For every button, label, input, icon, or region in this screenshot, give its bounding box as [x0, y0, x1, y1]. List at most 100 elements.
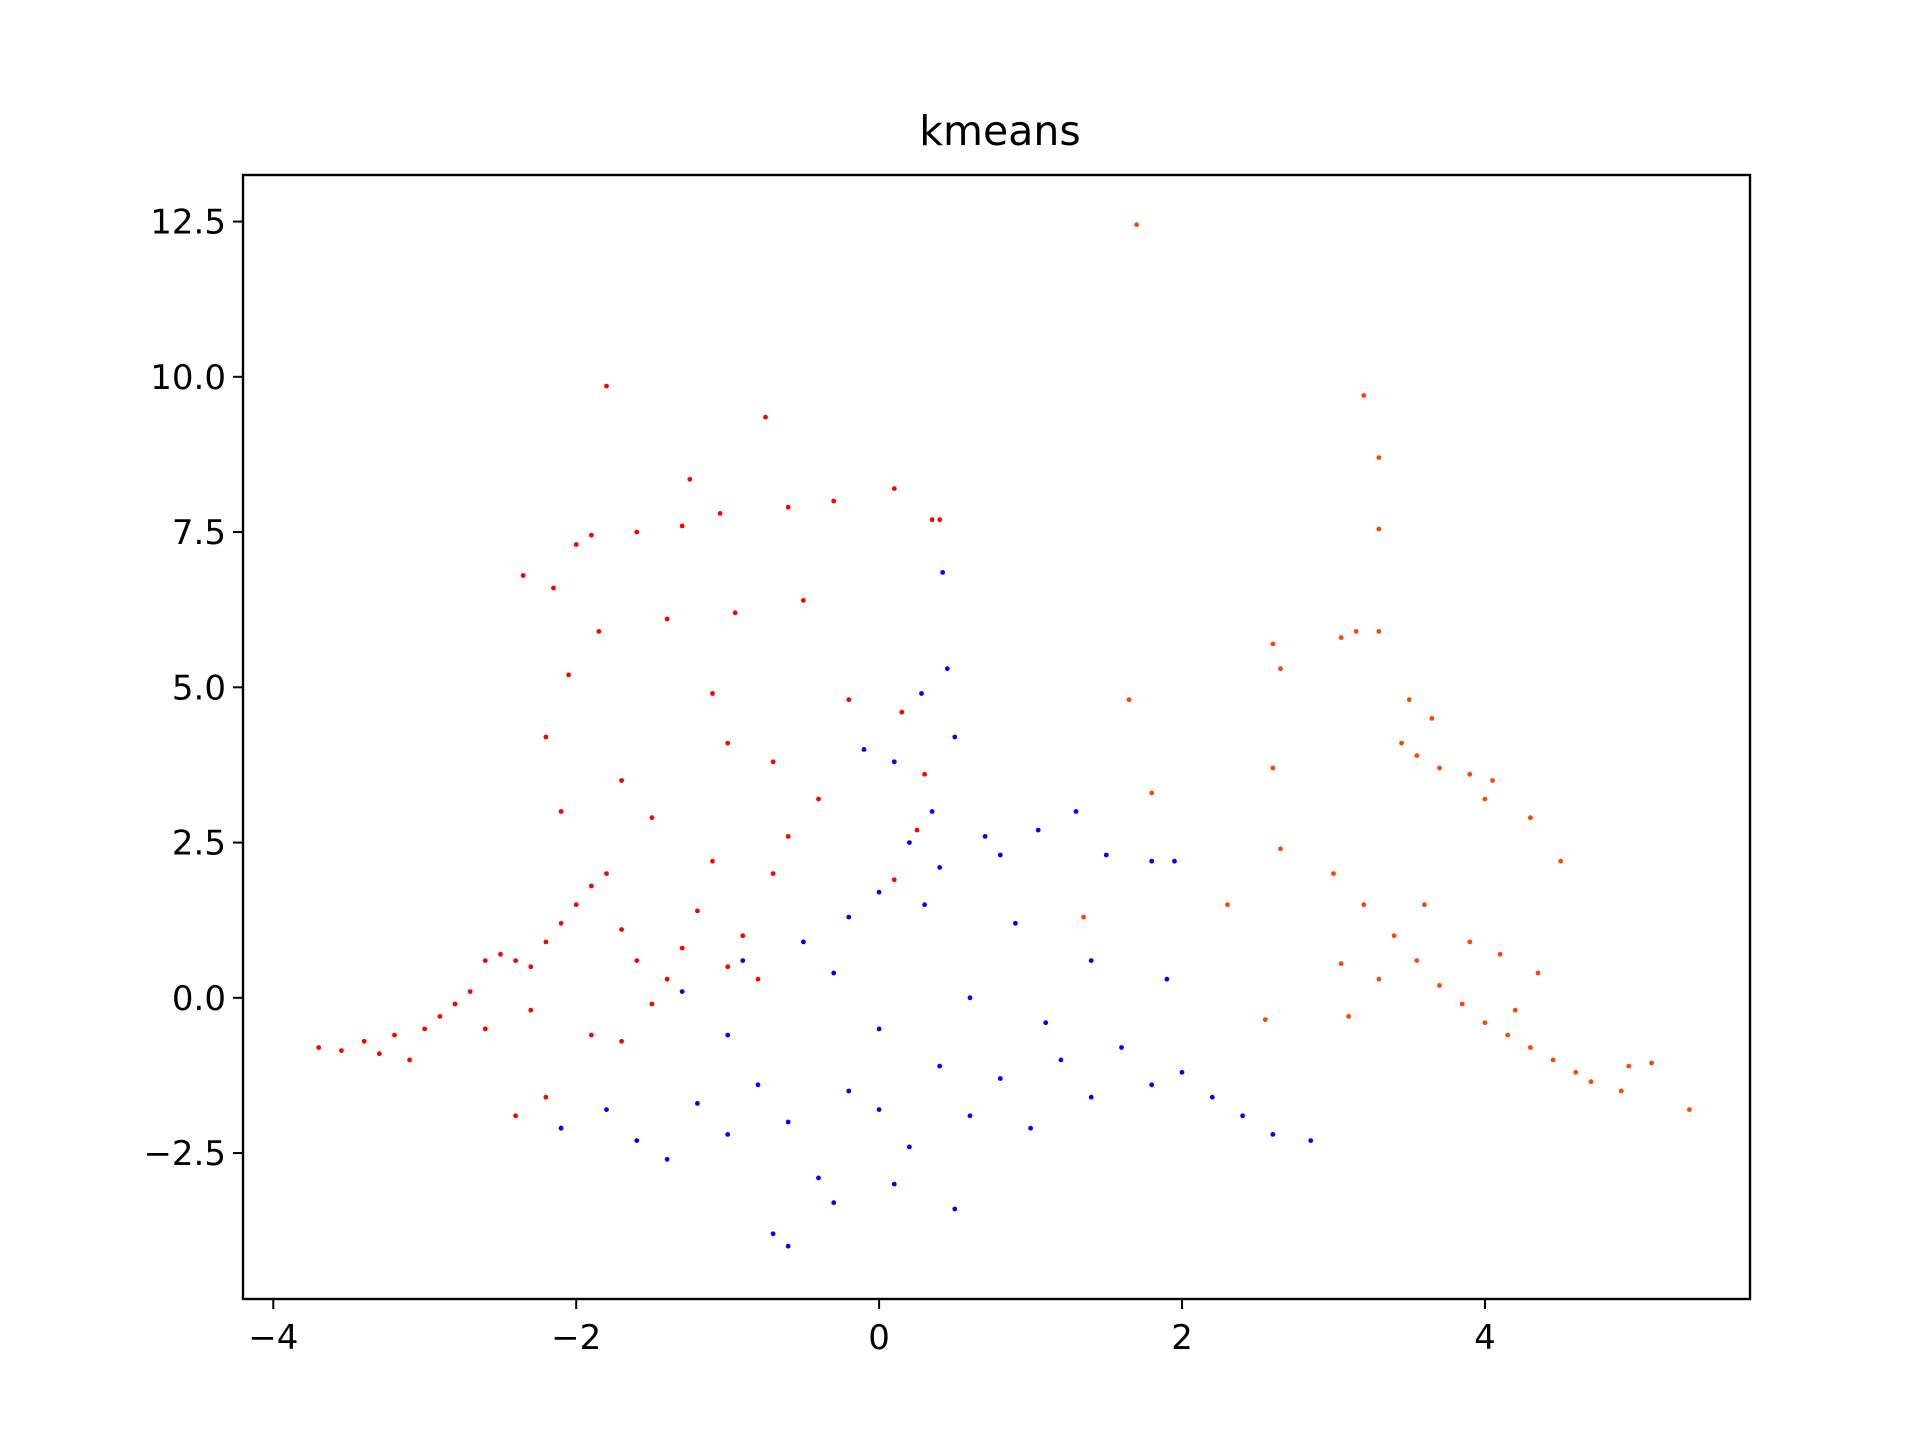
data-point	[1550, 1057, 1556, 1063]
data-point	[785, 834, 791, 839]
data-point	[482, 1026, 488, 1032]
data-point	[1482, 796, 1488, 802]
data-point	[1558, 858, 1564, 864]
data-point	[929, 517, 935, 523]
data-point	[1338, 635, 1344, 640]
data-point	[422, 1026, 428, 1032]
data-point	[732, 610, 738, 616]
data-point	[664, 1156, 670, 1162]
data-point	[376, 1051, 382, 1057]
data-point	[498, 951, 503, 957]
data-point	[520, 573, 526, 578]
data-point	[513, 1113, 518, 1119]
data-point	[1331, 871, 1336, 876]
data-point	[634, 958, 640, 963]
data-point	[619, 778, 624, 783]
data-point	[1376, 976, 1382, 982]
data-point	[717, 511, 723, 516]
data-point	[604, 1107, 609, 1112]
data-point	[770, 871, 776, 876]
data-point	[816, 1175, 821, 1181]
data-point	[1278, 666, 1283, 672]
data-point	[740, 958, 746, 963]
data-point	[634, 1138, 640, 1143]
y-tick-label: 5.0	[172, 668, 226, 708]
data-point	[1149, 790, 1155, 796]
y-tick-label: −2.5	[143, 1134, 226, 1174]
data-point	[513, 958, 518, 963]
y-tick-label: 12.5	[150, 203, 226, 243]
data-point	[1437, 765, 1442, 771]
data-point	[649, 815, 655, 821]
data-point	[1588, 1079, 1594, 1085]
data-point	[1088, 1094, 1094, 1100]
data-point	[1626, 1063, 1632, 1069]
x-tick-label: 0	[868, 1318, 890, 1358]
data-point	[482, 958, 488, 963]
data-point	[710, 858, 715, 864]
data-point	[891, 759, 897, 765]
y-axis: −2.5 0.0 2.5 5.0 7.5 10.0 12.5	[143, 203, 243, 1174]
data-point	[1149, 1082, 1155, 1088]
data-point	[528, 1007, 534, 1013]
data-point	[407, 1057, 412, 1063]
data-point	[1467, 771, 1473, 777]
data-point	[695, 1101, 700, 1106]
data-point	[1179, 1069, 1185, 1075]
data-point	[891, 1181, 897, 1187]
data-point	[558, 809, 564, 814]
data-point	[679, 989, 685, 994]
data-point	[1058, 1057, 1064, 1063]
data-point	[914, 827, 920, 833]
data-point	[919, 691, 924, 696]
data-point	[589, 1032, 594, 1038]
data-point	[1081, 914, 1086, 920]
data-point	[1497, 951, 1503, 957]
y-tick-label: 2.5	[172, 824, 226, 864]
y-tick-label: 7.5	[172, 513, 226, 553]
data-point	[1361, 393, 1367, 398]
data-point	[551, 585, 556, 591]
data-point	[1225, 902, 1230, 908]
data-point	[452, 1001, 458, 1007]
data-point	[952, 734, 958, 740]
data-point	[1149, 858, 1155, 864]
data-point	[1414, 753, 1420, 758]
data-point	[589, 532, 594, 538]
data-point	[770, 759, 776, 765]
data-point	[1422, 902, 1427, 908]
data-point	[952, 1206, 958, 1212]
data-point	[907, 1144, 912, 1150]
data-point	[907, 840, 912, 845]
data-point	[770, 1231, 776, 1237]
data-point	[392, 1032, 397, 1038]
data-point	[1028, 1125, 1033, 1131]
data-point	[361, 1038, 367, 1044]
data-point	[763, 414, 768, 420]
data-point	[1376, 526, 1382, 532]
data-point	[1361, 902, 1367, 908]
data-point	[831, 970, 837, 976]
series-0	[316, 383, 943, 1131]
data-point	[437, 1014, 443, 1019]
data-point	[558, 1125, 564, 1131]
data-point	[876, 1026, 882, 1032]
data-point	[339, 1048, 344, 1053]
data-point	[997, 1076, 1003, 1081]
data-point	[1270, 1132, 1276, 1137]
data-point	[755, 1082, 761, 1088]
data-point	[1119, 1045, 1124, 1050]
data-point	[528, 964, 534, 970]
data-point	[679, 523, 685, 529]
data-point	[679, 945, 685, 951]
data-point	[1270, 641, 1276, 647]
x-axis: −4 −2 0 2 4	[248, 1299, 1496, 1358]
data-point	[1687, 1107, 1692, 1112]
data-point	[316, 1045, 322, 1050]
data-point	[831, 1200, 837, 1206]
data-point	[1346, 1014, 1351, 1019]
data-point	[1126, 697, 1132, 703]
series-2	[1081, 222, 1692, 1112]
data-point	[1512, 1007, 1518, 1013]
data-point	[1278, 846, 1283, 852]
